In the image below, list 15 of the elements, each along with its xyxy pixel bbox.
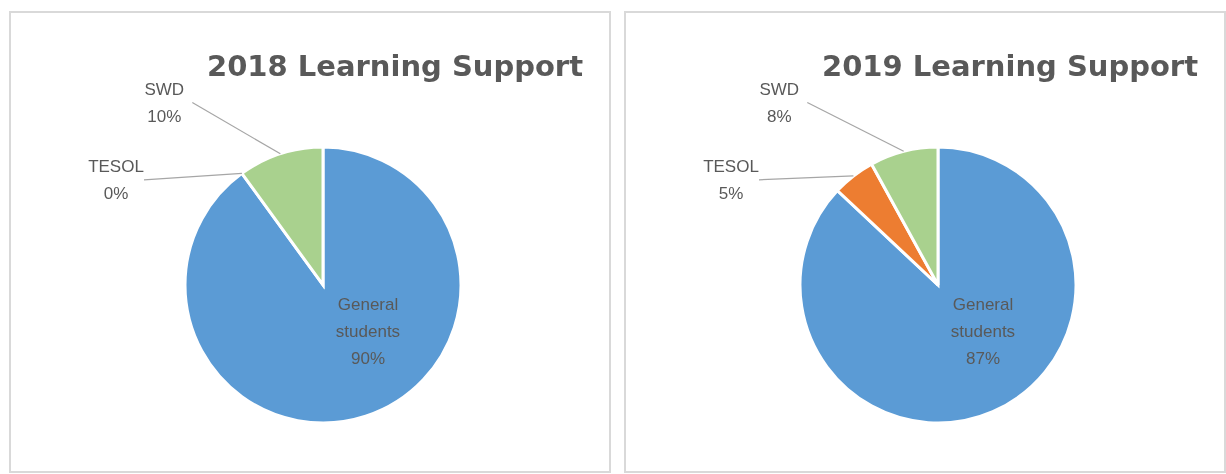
data-label: 5% [718,184,744,204]
pie-slice [798,145,1078,425]
chart-title: 2018 Learning Support [206,49,584,83]
data-label: 8% [767,106,792,126]
text: 0% [103,184,129,204]
slice-label: SWD [144,79,185,99]
chart-title: 2019 Learning Support [821,49,1199,83]
data-label: 10% [147,106,182,126]
slice-label: TESOL [703,156,759,176]
slice-label: SWD [759,79,800,99]
category-label: TESOL [88,156,144,176]
data-label: 87% [965,349,1001,369]
slice-label: General students [335,295,401,342]
data-label: 90% [350,349,386,369]
slice-label: General students [950,295,1016,342]
